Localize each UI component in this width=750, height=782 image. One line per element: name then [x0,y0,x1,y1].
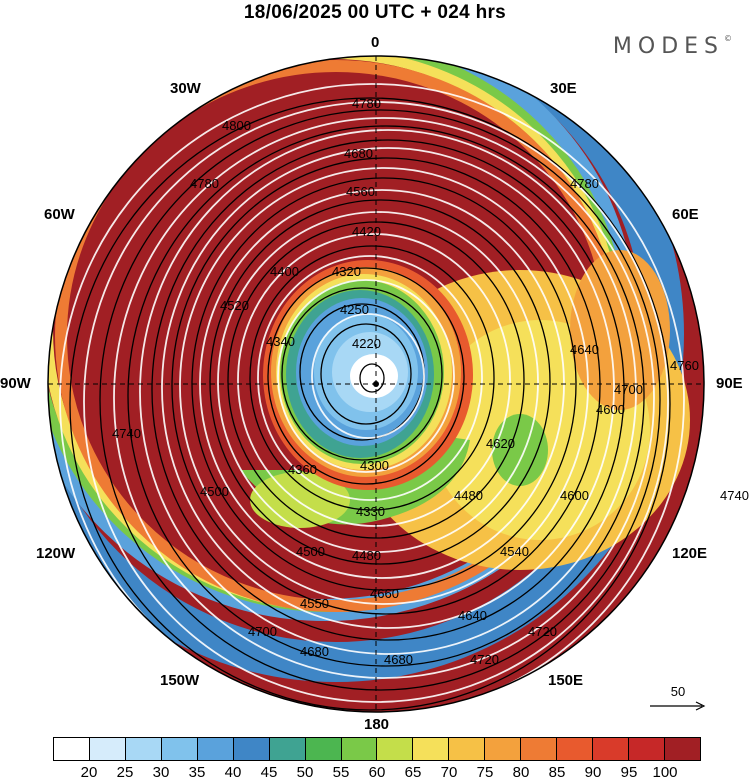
contour-label: 4740 [720,488,749,503]
colorbar-tick-label: 70 [440,764,458,781]
colorbar-swatch [305,738,342,760]
contour-label: 4560 [346,184,375,199]
lon-label-30e: 30E [550,80,577,97]
colorbar-tick-label: 60 [368,764,386,781]
contour-label: 4680 [344,146,373,161]
colorbar-swatch [521,738,558,760]
colorbar-swatch [664,738,700,760]
colorbar-swatch [161,738,198,760]
contour-label: 4780 [190,176,219,191]
contour-label: 4340 [266,334,295,349]
colorbar-swatch [377,738,414,760]
contour-label: 4400 [270,264,299,279]
contour-label: 4250 [340,302,369,317]
colorbar-tick-label: 95 [620,764,638,781]
lon-label-90w: 90W [0,375,31,392]
contour-label: 4640 [570,342,599,357]
colorbar-swatch [341,738,378,760]
colorbar-ticks: 20 25 30 35 40 45 50 55 60 65 70 75 80 85 90 95 100 [53,764,701,782]
colorbar-swatch [485,738,522,760]
contour-label: 4660 [370,586,399,601]
colorbar-tick-label: 20 [80,764,98,781]
colorbar-tick-label: 40 [224,764,242,781]
lon-label-60e: 60E [672,206,699,223]
contour-label: 4500 [200,484,229,499]
contour-label: 4700 [248,624,277,639]
colorbar-swatch [197,738,234,760]
colorbar-swatch [233,738,270,760]
colorbar-swatch [54,738,90,760]
contour-label: 4720 [528,624,557,639]
contour-labels: 4800 4780 4680 4780 4780 4560 4420 4320 … [112,96,749,667]
lon-label-150w: 150W [160,672,200,689]
colorbar-swatch [89,738,126,760]
contour-label: 4520 [220,298,249,313]
contour-label: 4680 [300,644,329,659]
lon-label-120e: 120E [672,545,708,562]
contour-label: 4330 [356,504,385,519]
contour-label: 4360 [288,462,317,477]
contour-label: 4720 [470,652,499,667]
contour-label: 4760 [670,358,699,373]
colorbar-tick-label: 45 [260,764,278,781]
lon-label-180: 180 [364,716,390,733]
contour-label: 4550 [300,596,329,611]
colorbar-tick-label: 80 [512,764,530,781]
contour-label: 4800 [222,118,251,133]
forecast-title: 18/06/2025 00 UTC + 024 hrs [243,2,507,23]
colorbar-tick-label: 100 [652,764,678,781]
contour-label: 4780 [352,96,381,111]
contour-label: 4500 [296,544,325,559]
colorbar-tick-label: 90 [584,764,602,781]
lon-label-90e: 90E [716,375,743,392]
colorbar-tick-label: 75 [476,764,494,781]
colorbar-swatch [269,738,306,760]
reference-arrow-icon [650,701,706,711]
colorbar-tick-label: 65 [404,764,422,781]
colorbar-tick-label: 55 [332,764,350,781]
colorbar [53,737,701,761]
colorbar-tick-label: 35 [188,764,206,781]
lon-label-0: 0 [371,34,380,51]
contour-label: 4700 [614,382,643,397]
contour-label: 4680 [384,652,413,667]
contour-label: 4300 [360,458,389,473]
colorbar-swatch [413,738,450,760]
colorbar-tick-label: 25 [116,764,134,781]
pole-marker [373,381,379,387]
contour-label: 4780 [570,176,599,191]
streamlines [59,83,685,712]
colorbar-swatch [449,738,486,760]
colorbar-tick-label: 30 [152,764,170,781]
lon-label-120w: 120W [36,545,76,562]
colorbar-swatch [557,738,594,760]
lon-label-150e: 150E [548,672,584,689]
colorbar-tick-label: 50 [296,764,314,781]
brand-name: MODES [612,34,724,59]
contour-label: 4620 [486,436,515,451]
contour-label: 4740 [112,426,141,441]
contour-label: 4220 [352,336,381,351]
colorbar-swatch [593,738,629,760]
vector-reference-value: 50 [670,684,686,699]
colorbar-tick-label: 85 [548,764,566,781]
lon-label-60w: 60W [44,206,75,223]
contour-label: 4420 [352,224,381,239]
contour-label: 4480 [454,488,483,503]
map-boundary [47,55,705,713]
vector-reference-legend: 50 [650,684,710,718]
contour-label: 4320 [332,264,361,279]
colorbar-swatch [629,738,665,760]
colorbar-swatch [125,738,162,760]
contour-label: 4540 [500,544,529,559]
lon-label-30w: 30W [170,80,201,97]
contour-label: 4600 [560,488,589,503]
contour-label: 4480 [352,548,381,563]
contour-label: 4600 [596,402,625,417]
contour-label: 4640 [458,608,487,623]
modes-logo: MODES© [612,34,732,59]
